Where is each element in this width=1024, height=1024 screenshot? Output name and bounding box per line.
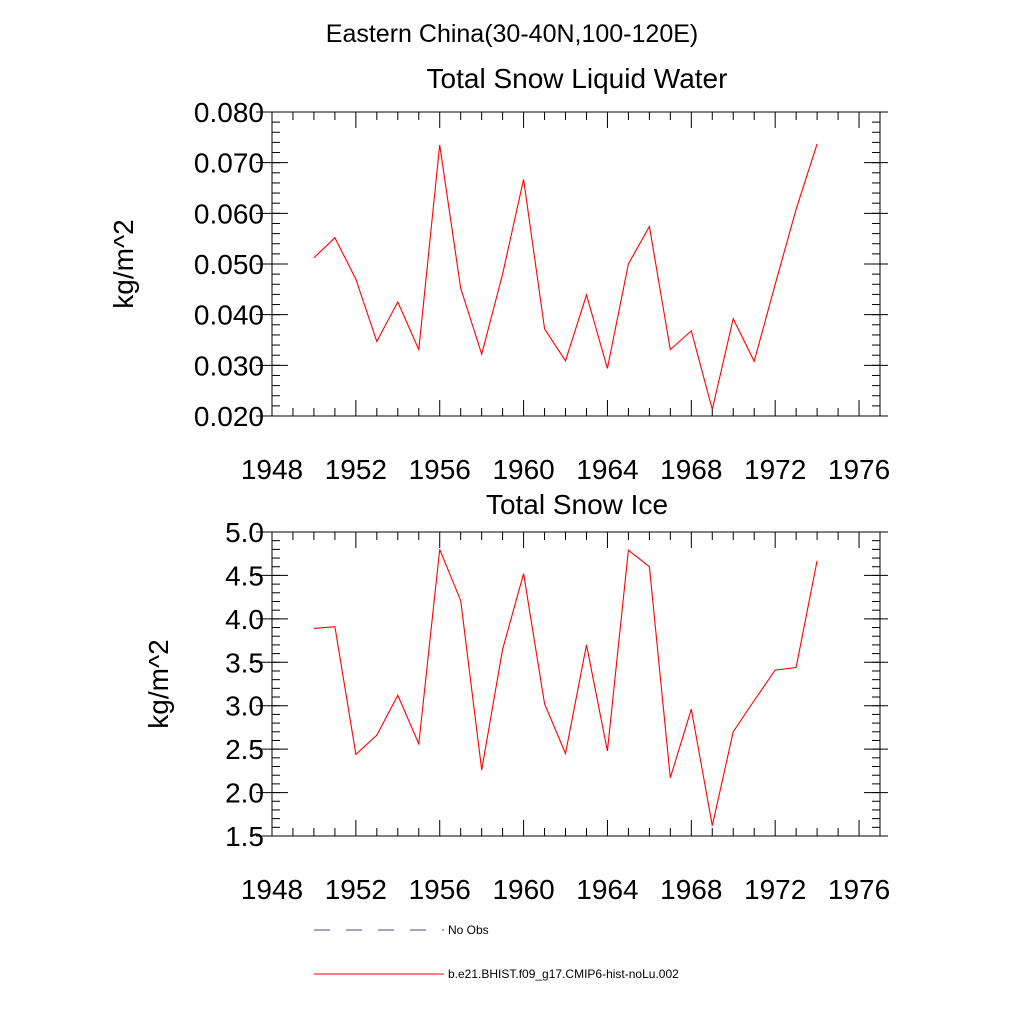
legend-label-model: b.e21.BHIST.f09_g17.CMIP6-hist-noLu.002	[448, 967, 679, 981]
y-axis-label: kg/m^2	[143, 639, 174, 728]
panel-snow-ice: Total Snow Ice kg/m^2 1948 1952 1956 1960 19…	[143, 489, 890, 905]
x-tick-label: 1972	[744, 874, 806, 905]
tick-group	[256, 531, 888, 837]
plot-frame	[271, 111, 881, 417]
x-tick-label: 1960	[492, 454, 554, 485]
x-tick-label: 1968	[660, 454, 722, 485]
y-tick-label: 0.070	[194, 148, 264, 179]
plot-frame	[271, 531, 881, 837]
x-tick-label: 1956	[409, 874, 471, 905]
y-tick-label: 0.080	[194, 97, 264, 128]
y-tick-label: 2.0	[225, 778, 264, 809]
y-tick-label: 0.050	[194, 249, 264, 280]
x-tick-label: 1952	[325, 454, 387, 485]
y-tick-label: 4.0	[225, 604, 264, 635]
panel-title: Total Snow Liquid Water	[427, 63, 728, 94]
legend-label-no-obs: No Obs	[448, 923, 489, 937]
series-line	[313, 143, 818, 410]
x-tick-label: 1976	[828, 874, 890, 905]
tick-label-group: 1948 1952 1956 1960 1964 1968 1972 1976 1.5 2.0 2.…	[225, 517, 890, 905]
legend: No Obs b.e21.BHIST.f09_g17.CMIP6-hist-no…	[314, 923, 679, 981]
y-tick-label: 4.5	[225, 560, 264, 591]
x-tick-label: 1952	[325, 874, 387, 905]
y-tick-label: 0.030	[194, 350, 264, 381]
panel-title: Total Snow Ice	[486, 489, 668, 520]
tick-label-group: 1948 1952 1956 1960 1964 1968 1972 1976 0.020 0.0…	[194, 97, 890, 485]
x-tick-label: 1976	[828, 454, 890, 485]
x-tick-label: 1956	[409, 454, 471, 485]
panel-snow-liquid-water: Total Snow Liquid Water kg/m^2 1948 1952 1…	[108, 63, 890, 485]
figure-suptitle: Eastern China(30-40N,100-120E)	[326, 20, 698, 48]
tick-group	[256, 111, 888, 417]
x-tick-label: 1964	[576, 874, 638, 905]
y-tick-label: 3.0	[225, 691, 264, 722]
y-tick-label: 0.020	[194, 401, 264, 432]
y-tick-label: 3.5	[225, 647, 264, 678]
x-tick-label: 1968	[660, 874, 722, 905]
x-tick-label: 1948	[241, 454, 303, 485]
y-tick-label: 1.5	[225, 821, 264, 852]
y-axis-label: kg/m^2	[108, 219, 139, 308]
x-tick-label: 1948	[241, 874, 303, 905]
series-group	[313, 143, 818, 410]
x-tick-label: 1964	[576, 454, 638, 485]
y-tick-label: 0.060	[194, 198, 264, 229]
y-tick-label: 2.5	[225, 734, 264, 765]
x-tick-label: 1960	[492, 874, 554, 905]
series-line	[313, 549, 818, 826]
y-tick-label: 5.0	[225, 517, 264, 548]
y-tick-label: 0.040	[194, 300, 264, 331]
series-group	[313, 549, 818, 826]
x-tick-label: 1972	[744, 454, 806, 485]
